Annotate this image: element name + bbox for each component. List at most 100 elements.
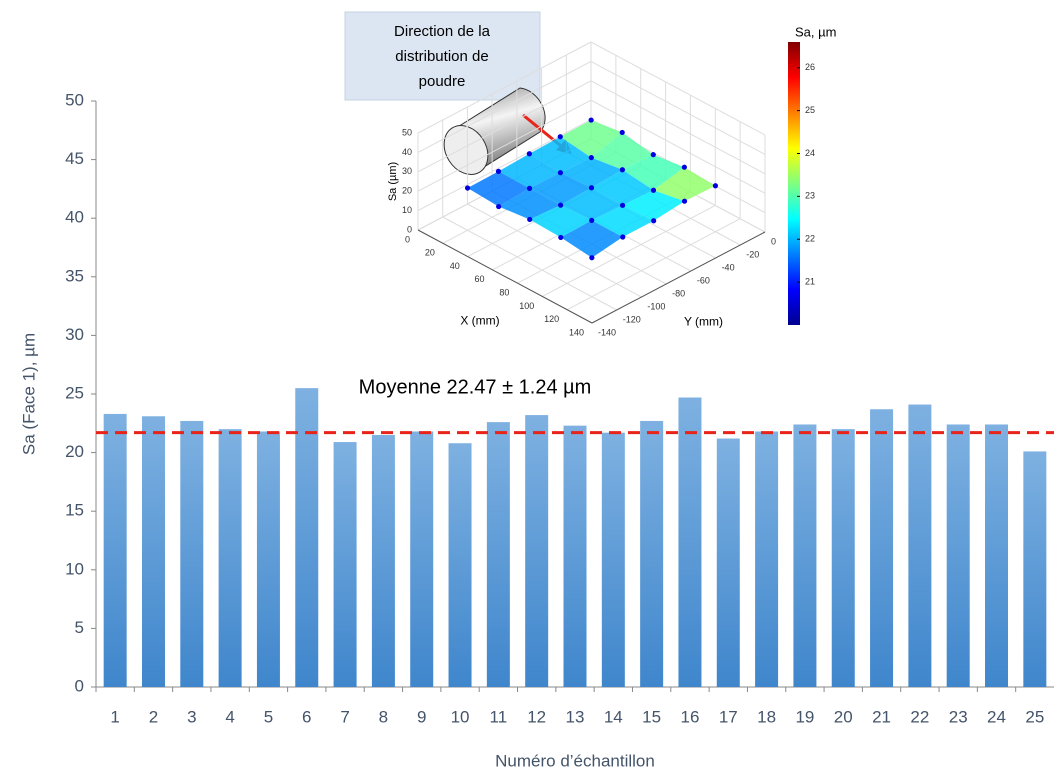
- text-box: [344, 11, 541, 101]
- colorbar-tick-label: 23: [805, 191, 815, 201]
- surface-patch: [498, 153, 561, 189]
- y-axis-label: Sa (Face 1), µm: [19, 333, 38, 455]
- surface-patch: [529, 205, 592, 238]
- inset-x-tick-label: 60: [475, 274, 485, 284]
- box-text: poudre: [419, 73, 466, 90]
- bar: [831, 429, 855, 687]
- x-tick-label: 23: [949, 707, 968, 726]
- axis-line: [417, 229, 593, 324]
- x-tick-label: 15: [642, 707, 661, 726]
- surface-patch: [498, 188, 561, 220]
- inset-z-tick-label: 40: [402, 147, 412, 157]
- grid-line: [590, 60, 766, 155]
- bar: [601, 432, 625, 687]
- y-tick-label: 15: [65, 501, 84, 520]
- x-tick-label: 14: [604, 707, 623, 726]
- sample-point: [526, 151, 532, 157]
- grid-line: [566, 218, 741, 311]
- x-tick-label: 8: [379, 707, 388, 726]
- inset-z-label: Sa (µm): [387, 162, 399, 201]
- surface-patch: [622, 154, 685, 191]
- surface-patch: [591, 169, 654, 206]
- grid-line: [417, 99, 592, 192]
- bar: [678, 397, 702, 687]
- grid-line: [542, 204, 716, 297]
- sample-point: [527, 216, 533, 223]
- box-text: distribution de: [395, 48, 488, 65]
- x-tick-label: 20: [834, 707, 853, 726]
- colorbar-tick-label: 26: [805, 62, 815, 72]
- sample-point: [557, 170, 564, 176]
- surface-patch: [529, 172, 592, 206]
- bar: [448, 443, 472, 687]
- bar: [793, 424, 817, 687]
- bar: [563, 425, 587, 687]
- box-text: Direction de la: [394, 23, 491, 40]
- inset-y-tick-label: 0: [771, 236, 776, 246]
- x-tick-label: 3: [187, 707, 196, 726]
- bar: [985, 424, 1009, 687]
- sample-point: [558, 234, 564, 241]
- y-tick-label: 5: [75, 618, 84, 637]
- x-tick-label: 11: [490, 707, 508, 726]
- grid-line: [590, 41, 766, 136]
- colorbar-tick-label: 22: [805, 234, 815, 244]
- bar: [141, 416, 165, 687]
- sample-point: [495, 168, 502, 174]
- inset-x-tick-label: 20: [425, 248, 435, 258]
- x-tick-label: 1: [110, 707, 119, 726]
- y-tick-label: 30: [65, 325, 84, 344]
- colorbar: [788, 42, 800, 325]
- surface-patch: [653, 167, 716, 202]
- sample-point: [712, 183, 719, 189]
- grid-line: [417, 80, 592, 173]
- inset-y-tick-label: -100: [647, 301, 665, 311]
- inset-z-tick-label: 0: [407, 224, 412, 234]
- x-tick-label: 21: [872, 707, 891, 726]
- y-tick-label: 0: [75, 676, 84, 695]
- y-tick-label: 20: [65, 442, 84, 461]
- bar: [371, 435, 395, 687]
- annotation: Moyenne 22.47 ± 1.24 µm: [359, 376, 592, 398]
- bar: [295, 388, 319, 687]
- x-tick-label: 12: [527, 707, 546, 726]
- x-tick-label: 10: [451, 707, 470, 726]
- inset-x-tick-label: 80: [499, 288, 509, 298]
- inset-z-tick-label: 20: [402, 186, 412, 196]
- y-tick-label: 35: [65, 266, 84, 285]
- grid-line: [417, 41, 592, 134]
- sample-point: [526, 185, 533, 191]
- surface-patch: [591, 205, 654, 238]
- grid-line: [417, 119, 592, 212]
- x-tick-label: 24: [987, 707, 1006, 726]
- inset-y-tick-label: -20: [746, 249, 759, 259]
- x-tick-label: 4: [225, 707, 234, 726]
- inset-z-tick-label: 50: [402, 127, 412, 137]
- inset-x-tick-label: 100: [519, 301, 534, 311]
- sample-point: [681, 198, 688, 204]
- bar: [525, 415, 549, 687]
- bar: [755, 431, 779, 687]
- inset-x-label: X (mm): [460, 314, 499, 328]
- sample-point: [619, 167, 625, 173]
- sample-point: [650, 187, 657, 193]
- inset-y-label: Y (mm): [684, 315, 723, 329]
- bar: [256, 431, 280, 687]
- x-tick-label: 22: [910, 707, 929, 726]
- bar: [946, 424, 970, 687]
- sample-point: [620, 234, 626, 240]
- bar: [640, 420, 664, 687]
- bar: [103, 413, 127, 687]
- inset-z-tick-label: 30: [402, 166, 412, 176]
- inset-x-tick-label: 40: [450, 261, 460, 271]
- bar: [218, 429, 242, 687]
- surface-patch: [560, 120, 623, 158]
- sample-point: [681, 164, 687, 170]
- inset-y-tick-label: -60: [697, 275, 710, 285]
- surface-patch: [560, 157, 623, 188]
- inset-x-tick-label: 0: [405, 234, 410, 244]
- bar: [1023, 451, 1047, 687]
- x-tick-label: 13: [566, 707, 585, 726]
- y-tick-label: 25: [65, 383, 84, 402]
